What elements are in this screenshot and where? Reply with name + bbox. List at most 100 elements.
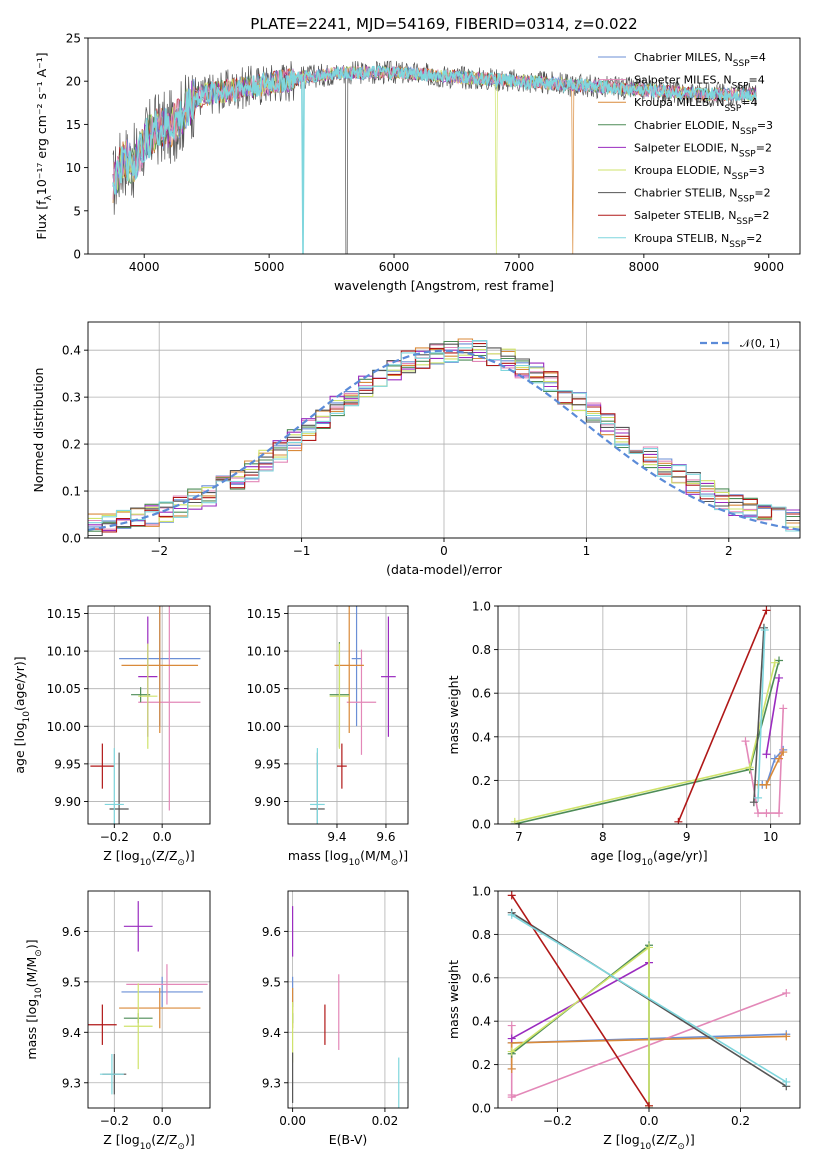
legend-label: Salpeter MILES, NSSP=4 bbox=[634, 74, 765, 92]
y-tick-label: 10.15 bbox=[247, 607, 281, 621]
x-tick-label: −2 bbox=[150, 544, 168, 558]
y-tick-label: 9.4 bbox=[62, 1026, 81, 1040]
x-tick-label: 9000 bbox=[753, 260, 784, 274]
legend-label: Kroupa STELIB, NSSP=2 bbox=[634, 232, 762, 250]
label-part: )] bbox=[24, 939, 39, 949]
x-tick-label: −0.2 bbox=[100, 1114, 129, 1128]
x-tick-label: 2 bbox=[725, 544, 733, 558]
y-tick-label: 10.05 bbox=[247, 682, 281, 696]
weight-marker bbox=[762, 809, 771, 818]
legend-label: Kroupa MILES, NSSP=4 bbox=[634, 96, 758, 114]
y-axis-label: mass weight bbox=[446, 675, 461, 754]
errorbar-salpeter-miles bbox=[346, 649, 377, 755]
weight-line bbox=[765, 677, 780, 755]
label-subscript: SSP bbox=[736, 217, 753, 227]
weight-line bbox=[511, 914, 787, 1083]
x-tick-label: 8 bbox=[599, 830, 607, 844]
x-axis-label: Z [log10(Z/Z⊙)] bbox=[103, 848, 194, 868]
y-tick-label: 9.5 bbox=[262, 975, 281, 989]
x-tick-label: 0.00 bbox=[279, 1114, 306, 1128]
label-part: Chabrier STELIB, N bbox=[634, 187, 738, 200]
weight-series-kroupa-elodie bbox=[507, 943, 653, 1108]
label-part: age [log bbox=[590, 848, 641, 863]
label-part: )] bbox=[685, 1132, 695, 1147]
weight-series-kroupa-stelib bbox=[507, 910, 791, 1086]
legend-label: Chabrier MILES, NSSP=4 bbox=[634, 51, 766, 69]
label-subscript: SSP bbox=[738, 195, 755, 205]
label-subscript: ⊙ bbox=[177, 858, 185, 868]
label-subscript: SSP bbox=[729, 240, 746, 250]
label-part: Z [log bbox=[103, 848, 139, 863]
y-tick-label: 0.4 bbox=[472, 730, 491, 744]
plot-area bbox=[292, 906, 400, 1108]
y-axis-label: age [log10(age/yr)] bbox=[12, 656, 32, 773]
weight-marker bbox=[507, 1047, 516, 1056]
label-part: =2 bbox=[754, 187, 770, 200]
weight-line bbox=[757, 629, 766, 798]
residual-legend: 𝒩(0, 1) bbox=[700, 337, 780, 350]
y-tick-label: 9.90 bbox=[254, 795, 281, 809]
y-tick-label: 5 bbox=[73, 204, 81, 218]
label-part: Chabrier ELODIE, N bbox=[634, 119, 740, 132]
x-tick-label: 5000 bbox=[254, 260, 285, 274]
legend-label: Salpeter STELIB, NSSP=2 bbox=[634, 209, 770, 227]
histogram-step-chabrier-stelib bbox=[88, 343, 800, 537]
label-subscript: λ bbox=[44, 194, 54, 200]
errorbar-salpeter-miles bbox=[138, 606, 201, 811]
y-tick-label: 1.0 bbox=[472, 885, 491, 899]
y-tick-label: 9.3 bbox=[62, 1076, 81, 1090]
x-tick-label: −0.2 bbox=[543, 1114, 572, 1128]
errorbar-chabrier-elodie bbox=[131, 687, 151, 703]
axes-frame bbox=[87, 605, 211, 825]
x-tick-label: 9.4 bbox=[327, 830, 346, 844]
panel-age_vs_z: −0.2 0.0 9.90 9.95 10.00 10.05 10.10 10.15 Z [lo… bbox=[12, 605, 211, 868]
y-tick-label: 0.2 bbox=[472, 774, 491, 788]
label-subscript: SSP bbox=[739, 149, 756, 159]
weight-marker bbox=[507, 891, 516, 900]
weight-marker bbox=[645, 943, 653, 952]
label-part: wavelength [Angstrom, rest frame] bbox=[334, 278, 554, 293]
y-tick-label: 20 bbox=[66, 75, 81, 89]
weight-marker bbox=[762, 780, 771, 789]
axes-frame bbox=[287, 890, 409, 1109]
label-part: Salpeter ELODIE, N bbox=[634, 141, 739, 154]
label-subscript: ⊙ bbox=[391, 858, 399, 868]
weight-marker bbox=[775, 754, 784, 763]
label-subscript: SSP bbox=[732, 172, 749, 182]
y-tick-label: 0.2 bbox=[62, 438, 81, 452]
y-tick-label: 0.2 bbox=[472, 1058, 491, 1072]
y-tick-label: 9.4 bbox=[262, 1026, 281, 1040]
panel-residuals: −2 −1 0 1 2 0.0 0.1 0.2 0.3 0.4 (data-model)/error… bbox=[31, 321, 801, 577]
x-tick-label: 9 bbox=[683, 830, 691, 844]
y-axis-label: Flux [fλ10⁻¹⁷ erg cm⁻² s⁻¹ A⁻¹] bbox=[34, 52, 54, 239]
weight-marker bbox=[779, 704, 788, 713]
weight-marker bbox=[674, 817, 683, 824]
label-part: 10⁻¹⁷ erg cm⁻² s⁻¹ A⁻¹] bbox=[34, 52, 49, 195]
y-axis-label: mass weight bbox=[446, 960, 461, 1039]
label-part: Normed distribution bbox=[31, 368, 46, 493]
weight-series-salpeter-elodie bbox=[762, 673, 784, 759]
errorbar-kroupa-elodie bbox=[123, 983, 153, 1070]
weight-marker bbox=[645, 1101, 653, 1108]
label-part: mass [log bbox=[288, 848, 349, 863]
y-axis-label: mass [log10(M/M⊙)] bbox=[24, 939, 44, 1059]
label-part: =2 bbox=[746, 232, 762, 245]
weight-line bbox=[758, 751, 784, 786]
weight-series-kroupa-elodie bbox=[510, 658, 779, 824]
label-part: )] bbox=[185, 1132, 195, 1147]
label-part: =2 bbox=[756, 141, 772, 154]
axes-frame bbox=[287, 605, 409, 825]
weight-marker bbox=[754, 793, 763, 802]
weight-marker bbox=[782, 1077, 791, 1086]
y-tick-label: 10 bbox=[66, 161, 81, 175]
weight-marker bbox=[762, 750, 771, 759]
errorbar-salpeter-stelib bbox=[336, 743, 347, 789]
errorbar-salpeter-elodie bbox=[381, 616, 396, 737]
label-part: )] bbox=[398, 848, 408, 863]
x-tick-label: 0.2 bbox=[731, 1114, 750, 1128]
weight-marker bbox=[507, 910, 516, 919]
weight-line bbox=[511, 912, 787, 1087]
x-axis-label: Z [log10(Z/Z⊙)] bbox=[103, 1132, 194, 1152]
label-part: (M/M bbox=[24, 957, 39, 988]
label-part: =4 bbox=[741, 96, 757, 109]
